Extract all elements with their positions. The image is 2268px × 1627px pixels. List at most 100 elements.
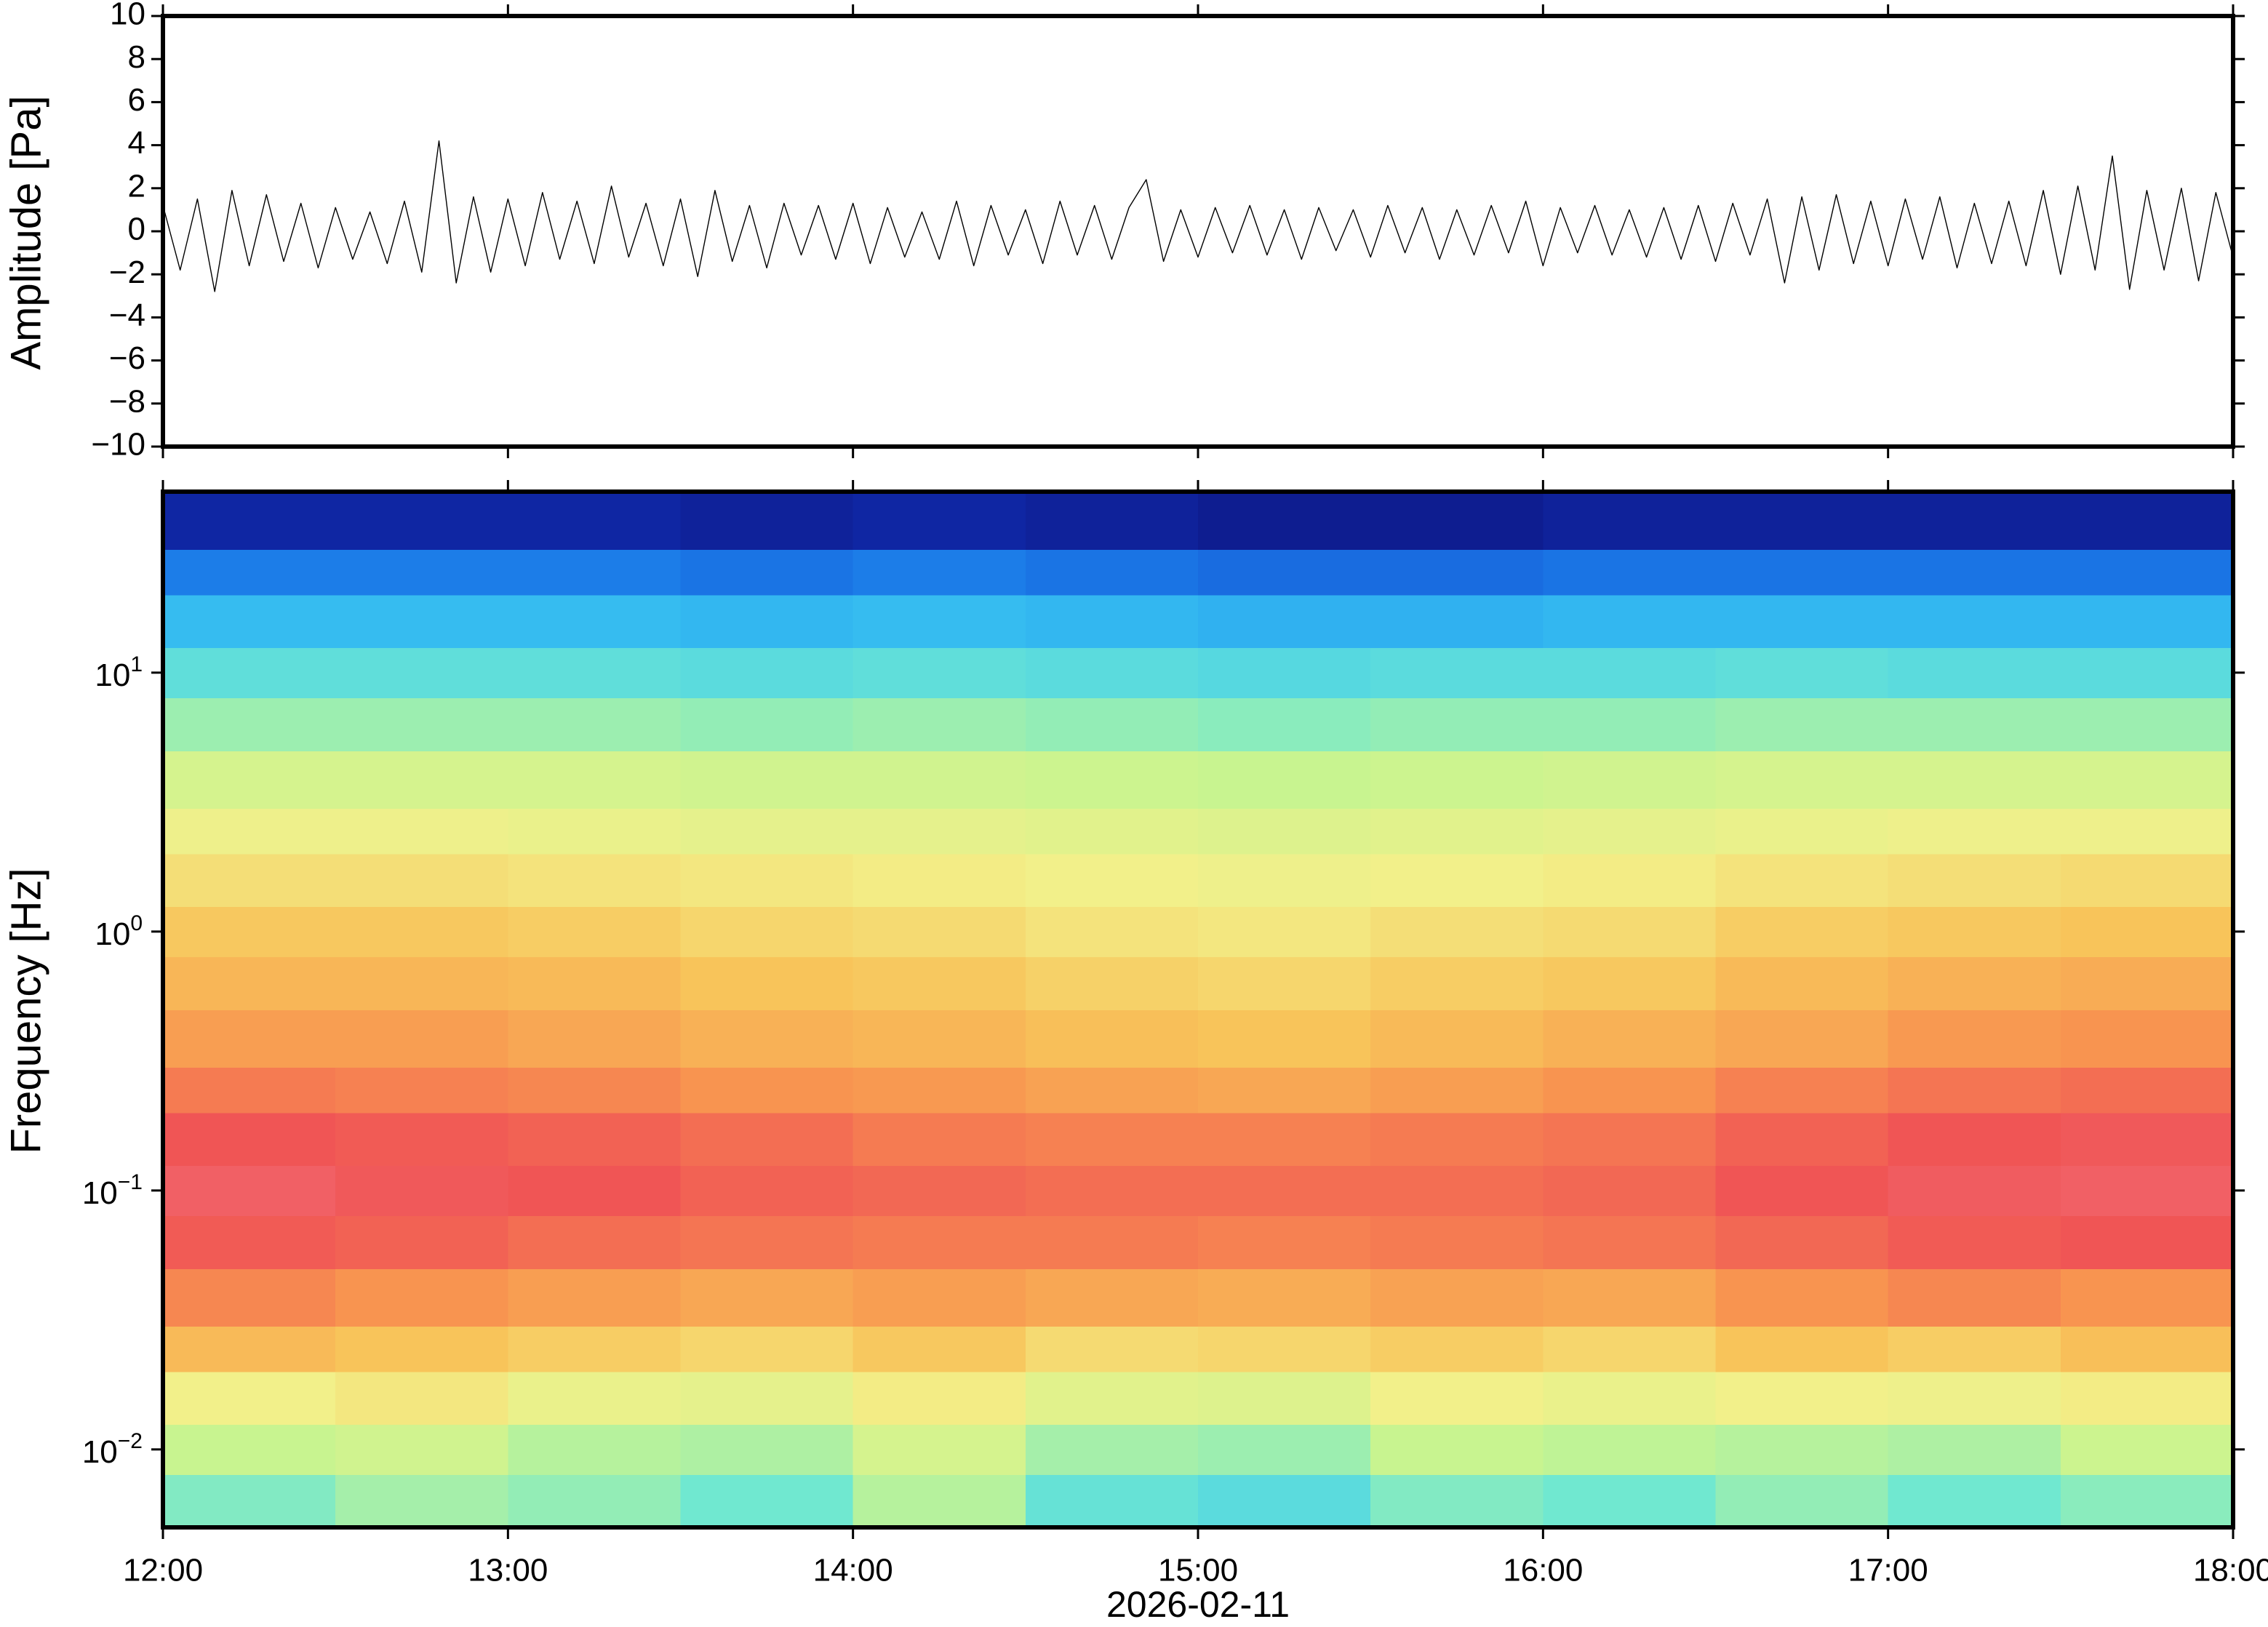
spectrogram-cell [1370, 807, 1544, 855]
spectrogram-cell [1198, 492, 1371, 550]
spectrogram-cell [680, 1268, 854, 1327]
spectrogram-cell [335, 594, 509, 649]
spectrogram-cell [853, 1112, 1026, 1167]
spectrogram-cell [1370, 1268, 1544, 1327]
spectrogram-cell [1543, 1010, 1717, 1068]
spectrogram-cell [1543, 1325, 1717, 1372]
spectrogram-cell [1370, 853, 1544, 908]
x-tick-label: 13:00 [468, 1553, 548, 1588]
spectrogram-cell [1543, 1424, 1717, 1476]
x-tick-label: 15:00 [1158, 1553, 1238, 1588]
spectrogram-cell [1543, 1112, 1717, 1167]
spectrogram-cell [1370, 956, 1544, 1010]
spectrogram-cell [680, 594, 854, 649]
spectrogram-cell [853, 1474, 1026, 1528]
x-tick-label: 16:00 [1503, 1553, 1583, 1588]
spectrogram-cell [1198, 1371, 1371, 1426]
spectrogram-cell [1025, 853, 1199, 908]
spectrogram-cell [1888, 1325, 2061, 1372]
spectrogram-cell [1198, 906, 1371, 958]
spectrogram-cell [335, 956, 509, 1010]
spectrogram-cell [335, 1215, 509, 1269]
spectrogram-cell [163, 548, 336, 596]
spectrogram-cell [1715, 956, 1889, 1010]
y-tick-label: −6 [109, 340, 145, 376]
spectrogram-cell [1025, 1112, 1199, 1167]
spectrogram-cell [1888, 1066, 2061, 1114]
spectrogram-cell [508, 853, 682, 908]
spectrogram-cell [1888, 1010, 2061, 1068]
spectrogram-cell [853, 647, 1026, 699]
spectrogram-cell [1198, 1215, 1371, 1269]
y-tick-label: 8 [128, 39, 145, 75]
spectrogram-cell [1715, 697, 1889, 751]
spectrogram-cell [1370, 1066, 1544, 1114]
spectrogram-cell [1025, 956, 1199, 1010]
x-tick-label: 17:00 [1848, 1553, 1928, 1588]
spectrogram-cell [163, 1371, 336, 1426]
spectrogram-cell [1715, 1371, 1889, 1426]
spectrogram-cell [335, 1474, 509, 1528]
spectrogram-cell [1543, 1268, 1717, 1327]
spectrogram-cell [1888, 594, 2061, 649]
spectrogram-cell [163, 1474, 336, 1528]
spectrogram-cell [163, 697, 336, 751]
y-tick-label: 2 [128, 168, 145, 204]
spectrogram-cell [2060, 492, 2234, 550]
spectrogram-cell [680, 1474, 854, 1528]
spectrogram-cell [2060, 1010, 2234, 1068]
y-tick-label-exponent: 1 [130, 652, 143, 676]
spectrogram-cell [1543, 697, 1717, 751]
y-tick-label: −4 [109, 297, 145, 333]
spectrogram-cell [335, 1010, 509, 1068]
spectrogram-cell [1025, 1474, 1199, 1528]
y-tick-label: −8 [109, 383, 145, 419]
spectrogram-cell [1198, 1066, 1371, 1114]
spectrogram-cell [163, 594, 336, 649]
spectrogram-cell [2060, 1066, 2234, 1114]
spectrogram-cell [1370, 751, 1544, 809]
spectrogram-cell [2060, 1424, 2234, 1476]
spectrogram-cell [508, 1268, 682, 1327]
spectrogram-cell [1715, 906, 1889, 958]
y-tick-label: 10−2 [82, 1429, 143, 1470]
spectrogram-cell [508, 1165, 682, 1217]
spectrogram-cell [1715, 1268, 1889, 1327]
spectrogram-cell [2060, 1165, 2234, 1217]
spectrogram-cell [2060, 1371, 2234, 1426]
spectrogram-cell [163, 647, 336, 699]
spectrogram-cell [1543, 1066, 1717, 1114]
spectrogram-cell [1198, 1010, 1371, 1068]
plot-frame [161, 489, 2235, 1530]
y-tick-label-exponent: −1 [118, 1170, 143, 1194]
spectrogram-cell [2060, 548, 2234, 596]
spectrogram-cell [1370, 906, 1544, 958]
spectrogram-cell [680, 1424, 854, 1476]
spectrogram-cell [1370, 697, 1544, 751]
spectrogram-cell [1888, 1165, 2061, 1217]
spectrogram-cell [853, 594, 1026, 649]
spectrogram-cell [680, 1325, 854, 1372]
spectrogram-cell [1025, 751, 1199, 809]
spectrogram-cell [680, 548, 854, 596]
spectrogram-cell [1543, 853, 1717, 908]
spectrogram-cell [1025, 1371, 1199, 1426]
spectrogram-cell [163, 1010, 336, 1068]
spectrogram-cell [853, 697, 1026, 751]
spectrogram-cell [1888, 647, 2061, 699]
spectrogram-cell [1025, 1066, 1199, 1114]
spectrogram-cell [335, 1268, 509, 1327]
y-tick-label: 100 [95, 911, 143, 952]
spectrogram-cell [680, 751, 854, 809]
spectrogram-cell [335, 647, 509, 699]
spectrogram-cell [1198, 647, 1371, 699]
spectrogram-cell [1025, 594, 1199, 649]
spectrogram-cell [2060, 697, 2234, 751]
spectrogram-cell [1888, 751, 2061, 809]
spectrogram-cell [2060, 594, 2234, 649]
y-tick-label-base: 10 [95, 657, 130, 692]
spectrogram-cell [1543, 751, 1717, 809]
spectrogram-cell [1370, 594, 1544, 649]
spectrogram-cell [508, 1371, 682, 1426]
